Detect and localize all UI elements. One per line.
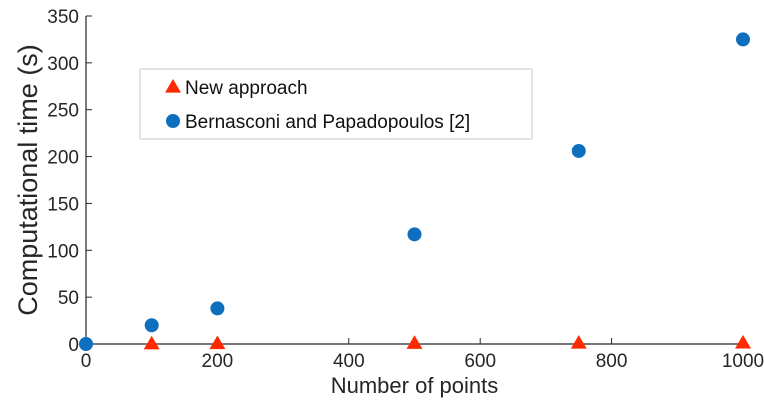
legend-label: Bernasconi and Papadopoulos [2] bbox=[185, 112, 470, 133]
legend-label: New approach bbox=[185, 78, 308, 99]
y-tick-label: 350 bbox=[47, 7, 79, 28]
x-tick-label: 1000 bbox=[722, 351, 764, 372]
triangle-point bbox=[406, 335, 423, 349]
triangle-point bbox=[143, 335, 160, 350]
triangle-point bbox=[570, 335, 587, 349]
triangle-point bbox=[735, 334, 751, 349]
y-axis-title: Computational time (s) bbox=[13, 44, 43, 316]
legend-marker-triangle bbox=[165, 79, 181, 93]
y-tick-label: 250 bbox=[47, 101, 79, 122]
x-axis-title: Number of points bbox=[331, 373, 499, 398]
y-tick-label: 0 bbox=[68, 335, 79, 356]
legend-box bbox=[139, 68, 533, 140]
triangle-point bbox=[209, 335, 226, 350]
y-tick-label: 200 bbox=[47, 148, 79, 169]
y-tick-label: 50 bbox=[58, 288, 79, 309]
plot-area: 0 200 400 600 800 1000 0 50 100 150 200 250 300 350 Nu… bbox=[13, 7, 764, 398]
circle-point bbox=[407, 227, 422, 242]
x-tick-label: 0 bbox=[81, 351, 92, 372]
y-tick-label: 150 bbox=[47, 194, 79, 215]
y-tick-label: 100 bbox=[47, 241, 79, 262]
y-tick-label: 300 bbox=[47, 54, 79, 75]
circle-point bbox=[736, 32, 750, 47]
x-tick-label: 600 bbox=[464, 351, 496, 372]
legend-marker-circle bbox=[166, 114, 180, 128]
x-tick-label: 800 bbox=[596, 351, 628, 372]
circle-point bbox=[144, 318, 159, 333]
circle-point bbox=[571, 143, 586, 158]
circle-point bbox=[79, 337, 93, 351]
x-tick-label: 400 bbox=[333, 351, 365, 372]
circle-point bbox=[210, 301, 225, 316]
x-tick-label: 200 bbox=[202, 351, 234, 372]
